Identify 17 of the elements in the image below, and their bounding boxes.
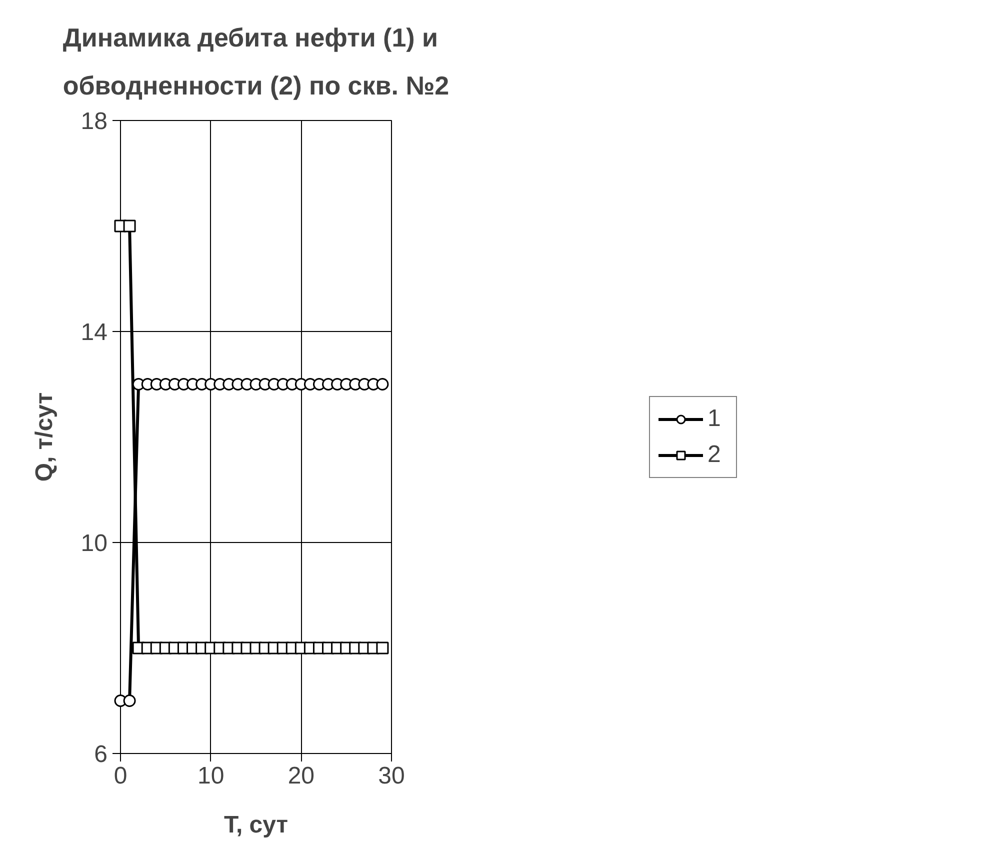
legend-label: 2 <box>708 440 722 468</box>
y-tick-label: 14 <box>80 319 108 346</box>
y-axis-title: Q, т/сут <box>30 392 58 482</box>
y-tick-label: 6 <box>94 741 108 768</box>
x-tick-label: 10 <box>197 762 224 790</box>
x-tick-label: 0 <box>114 762 128 790</box>
x-tick-label: 20 <box>288 762 315 790</box>
point <box>376 642 389 654</box>
point <box>123 694 136 707</box>
point <box>376 378 389 390</box>
y-tick-label: 10 <box>80 530 108 557</box>
legend-label: 1 <box>708 404 722 432</box>
y-tick-label: 18 <box>80 108 108 135</box>
x-axis-title: T, сут <box>224 812 288 838</box>
point <box>123 220 136 232</box>
x-tick-label: 30 <box>378 762 405 790</box>
chart-title: Динамика дебита нефти (1) и обводненности (2) по скв. №2 <box>62 22 450 100</box>
